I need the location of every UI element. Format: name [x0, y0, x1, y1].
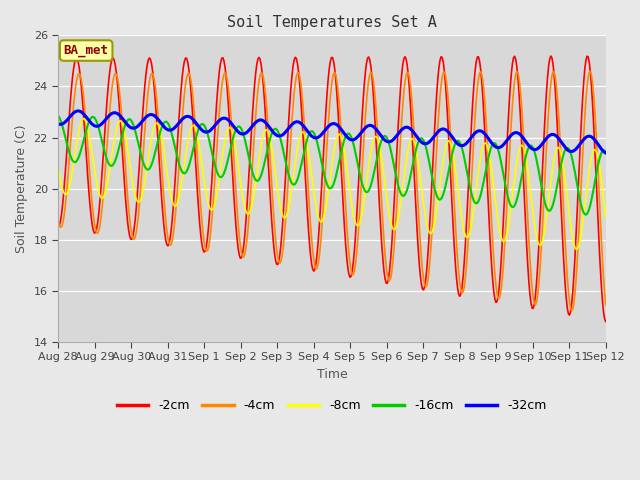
-4cm [314, 261, 322, 266]
-4cm [351, 268, 358, 274]
-32cm [590, 136, 598, 142]
Text: BA_met: BA_met [64, 44, 109, 57]
-16cm [503, 190, 511, 196]
-4cm [586, 69, 594, 74]
-32cm [316, 133, 323, 139]
-4cm [503, 201, 511, 207]
-32cm [54, 121, 62, 127]
-32cm [602, 150, 609, 156]
-4cm [602, 302, 609, 308]
Line: -8cm: -8cm [58, 119, 605, 249]
-4cm [54, 217, 62, 223]
Line: -4cm: -4cm [58, 72, 605, 311]
-4cm [591, 107, 598, 112]
-2cm [314, 238, 322, 244]
-8cm [504, 225, 512, 231]
-8cm [591, 147, 598, 153]
-16cm [590, 186, 598, 192]
-4cm [380, 239, 388, 244]
-16cm [602, 149, 609, 155]
Line: -16cm: -16cm [58, 116, 605, 215]
Legend: -2cm, -4cm, -8cm, -16cm, -32cm: -2cm, -4cm, -8cm, -16cm, -32cm [112, 394, 552, 417]
-8cm [352, 220, 360, 226]
-8cm [79, 116, 87, 121]
-2cm [590, 121, 598, 127]
-16cm [380, 133, 388, 139]
-2cm [351, 247, 358, 253]
-16cm [314, 144, 322, 149]
-16cm [351, 145, 358, 151]
-4cm [568, 308, 575, 313]
-2cm [317, 186, 325, 192]
-32cm [504, 136, 512, 142]
-2cm [547, 53, 555, 59]
-32cm [352, 136, 360, 142]
-16cm [317, 159, 325, 165]
-2cm [503, 143, 511, 149]
-8cm [572, 246, 580, 252]
Title: Soil Temperatures Set A: Soil Temperatures Set A [227, 15, 437, 30]
-8cm [54, 164, 62, 170]
-2cm [602, 319, 609, 324]
-16cm [582, 212, 590, 217]
Line: -32cm: -32cm [58, 111, 605, 153]
-32cm [381, 137, 389, 143]
Line: -2cm: -2cm [58, 56, 605, 322]
-8cm [319, 217, 326, 223]
-16cm [54, 113, 62, 119]
-8cm [602, 214, 609, 220]
-32cm [319, 131, 326, 136]
-4cm [317, 229, 325, 235]
-2cm [380, 269, 388, 275]
-8cm [316, 217, 323, 223]
-32cm [74, 108, 82, 114]
Y-axis label: Soil Temperature (C): Soil Temperature (C) [15, 124, 28, 253]
-2cm [54, 224, 62, 230]
-8cm [381, 182, 389, 188]
X-axis label: Time: Time [317, 368, 348, 381]
